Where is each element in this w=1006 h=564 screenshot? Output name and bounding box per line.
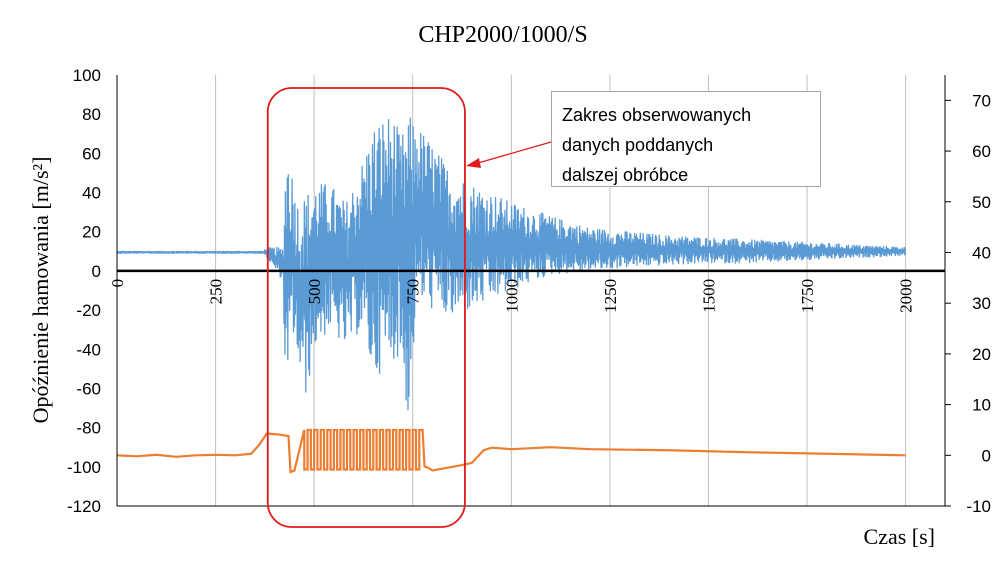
x-axis-label: Czas [s] [864,524,935,549]
annotation-line-1: Zakres obserwowanych [562,105,752,125]
x-tick-label: 2000 [897,279,916,313]
highlight-rectangle [266,87,466,528]
series-secondary [116,428,906,474]
y-tick-label: -20 [76,301,101,320]
x-tick-label: 500 [305,279,324,305]
y2-axis-tick-labels: 70 60 50 40 30 20 10 0 -10 [945,91,991,516]
x-tick-label: 1500 [699,279,718,313]
y-tick-label: 60 [82,144,101,163]
y-axis-label: Opóźnienie hamowania [m/s²] [28,157,53,424]
annotation-line-2: danych poddanych [562,135,714,155]
series-secondary-line [116,428,906,474]
y-tick-label: 0 [92,262,101,281]
annotation-box: Zakres obserwowanych danych poddanych da… [551,91,821,187]
y2-tick-label: 10 [972,396,991,415]
y-tick-label: 20 [82,223,101,242]
annotation-arrow-head [466,158,481,168]
axes [116,75,946,507]
y-axis-tick-labels: 100 80 60 40 20 0 -20 -40 -60 -80 -100 -120 [67,66,101,516]
y2-tick-label: 60 [972,142,991,161]
y2-tick-label: 0 [982,446,991,465]
x-tick-label: 750 [404,279,423,305]
y-tick-label: 80 [82,105,101,124]
y2-tick-label: 40 [972,243,991,262]
highlight-region [266,87,466,528]
x-tick-label: 1000 [502,279,521,313]
y2-tick-label: 20 [972,345,991,364]
x-axis-tick-labels: 0 250 500 750 1000 1250 1500 1750 2000 [108,279,916,313]
y-tick-label: 40 [82,184,101,203]
y-tick-label: -60 [76,379,101,398]
annotation-arrow [466,141,552,168]
series-acceleration-line [116,117,906,411]
x-tick-label: 1250 [601,279,620,313]
annotation-arrow-shaft [477,141,552,164]
chart-title: CHP2000/1000/S [418,22,587,48]
y-tick-label: -40 [76,340,101,359]
x-tick-label: 0 [108,279,127,288]
x-tick-label: 250 [207,279,226,305]
y2-tick-label: 50 [972,193,991,212]
y2-tick-label: 70 [972,91,991,110]
series-acceleration [116,117,906,411]
y2-tick-label: 30 [972,294,991,313]
y-tick-label: -120 [67,497,101,516]
annotation-line-3: dalszej obróbce [562,165,689,185]
x-tick-label: 1750 [798,279,817,313]
y-tick-label: -80 [76,419,101,438]
y-tick-label: 100 [73,66,101,85]
y-tick-label: -100 [67,458,101,477]
y2-tick-label: -10 [966,497,991,516]
